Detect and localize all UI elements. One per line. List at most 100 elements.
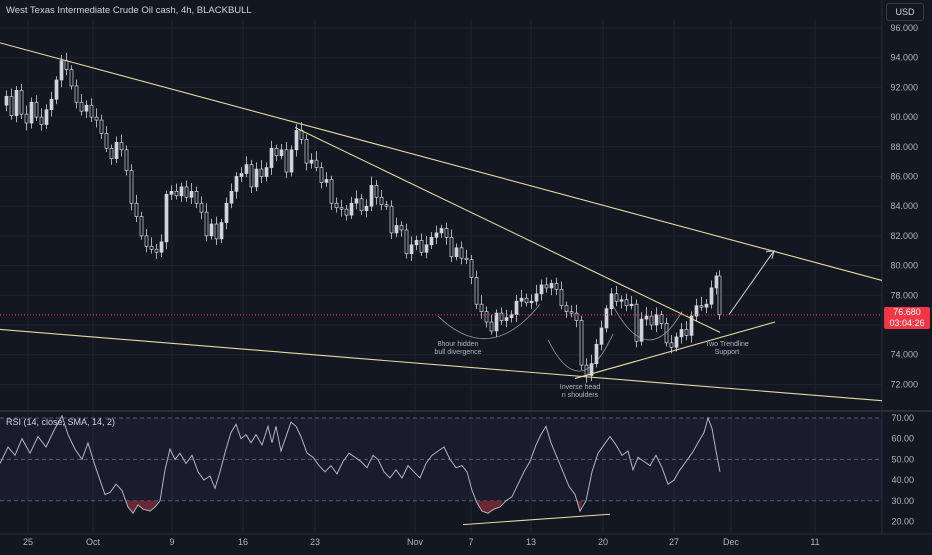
x-tick-label: Dec (723, 537, 740, 547)
candle-body (334, 202, 339, 209)
candle-body (479, 303, 484, 312)
candle-body (609, 293, 614, 310)
candle-body (524, 297, 529, 304)
candle-body (389, 205, 394, 234)
candle-body (689, 315, 694, 336)
candle-body (484, 311, 489, 323)
candle-body (194, 191, 199, 204)
rsi-indicator-title[interactable]: RSI (14, close, SMA, 14, 2) (6, 417, 116, 427)
rsi-oversold-fill (577, 500, 583, 512)
annotation-text: 8hour hidden (438, 341, 479, 348)
candle-body (504, 317, 509, 321)
candle-body (94, 116, 99, 121)
y-tick-label: 92.000 (890, 82, 918, 92)
x-tick-label: 20 (598, 537, 608, 547)
candle-body (219, 222, 224, 240)
candle-body (174, 191, 179, 197)
candle-body (44, 109, 49, 125)
candle-body (14, 90, 19, 116)
rsi-oversold-fill (125, 500, 158, 514)
candle-body (604, 308, 609, 329)
candle-body (399, 225, 404, 231)
candle-body (489, 321, 494, 332)
rsi-y-tick-label: 20.00 (891, 517, 914, 527)
y-tick-label: 78.000 (890, 290, 918, 300)
candle-body (339, 207, 344, 210)
candle-body (309, 159, 314, 164)
candle-body (659, 314, 664, 324)
last-price-value: 76.680 (893, 306, 921, 317)
candle-body (269, 147, 274, 168)
candle-body (254, 168, 259, 188)
candle-body (224, 202, 229, 223)
candle-body (34, 101, 39, 118)
annotation-text: Two Trendline (705, 341, 749, 348)
candle-body (239, 173, 244, 177)
candle-body (499, 312, 504, 321)
candle-body (59, 60, 64, 81)
candle-body (39, 116, 44, 125)
annotation-text: Inverse head (560, 384, 601, 391)
candle-body (429, 237, 434, 246)
trendline (0, 328, 883, 402)
candles-group (4, 52, 722, 383)
x-tick-label: 25 (23, 537, 33, 547)
candle-body (74, 85, 79, 103)
candle-body (434, 232, 439, 238)
rsi-oversold-fill (474, 500, 503, 514)
currency-button[interactable]: USD (886, 3, 924, 21)
x-tick-label: Nov (407, 537, 424, 547)
candle-body (159, 241, 164, 253)
candle-body (654, 314, 659, 326)
chart-title: West Texas Intermediate Crude Oil cash, … (6, 5, 252, 16)
arrow-head (765, 250, 775, 259)
projection-arrow (728, 250, 775, 315)
candle-body (124, 149, 129, 171)
candle-body (694, 305, 699, 317)
candle-body (134, 202, 139, 217)
y-tick-label: 82.000 (890, 231, 918, 241)
y-tick-label: 86.000 (890, 172, 918, 182)
candle-body (4, 95, 9, 106)
candle-body (244, 164, 249, 174)
candle-body (104, 133, 109, 149)
candle-body (669, 342, 674, 348)
candle-body (459, 247, 464, 259)
candle-body (644, 315, 649, 320)
rsi-y-tick-label: 50.00 (891, 454, 914, 464)
candle-body (419, 240, 424, 253)
candle-body (19, 90, 24, 115)
y-tick-label: 96.000 (890, 23, 918, 33)
candle-body (139, 216, 144, 237)
pattern-arc (547, 333, 614, 372)
candle-body (374, 185, 379, 198)
last-price-tag: 76.680 03:04:26 (884, 306, 930, 329)
candle-body (299, 130, 304, 140)
candle-body (204, 211, 209, 237)
y-tick-label: 88.000 (890, 142, 918, 152)
candle-body (409, 244, 414, 255)
trendline (574, 321, 776, 379)
candle-body (544, 284, 549, 289)
candle-body (169, 191, 174, 195)
candle-body (234, 176, 239, 192)
candle-body (109, 147, 114, 160)
annotation-text: bull divergence (434, 349, 481, 356)
candle-body (349, 202, 354, 216)
candle-body (717, 275, 722, 315)
y-tick-label: 74.000 (890, 350, 918, 360)
trendline (0, 42, 883, 281)
candle-body (89, 104, 94, 118)
bar-countdown: 03:04:26 (889, 317, 925, 328)
candle-body (364, 205, 369, 212)
candle-body (359, 198, 364, 212)
candle-body (469, 259, 474, 278)
candle-body (164, 193, 169, 243)
candle-body (264, 167, 269, 177)
annotation-text: n shoulders (562, 392, 599, 399)
candle-body (554, 283, 559, 290)
candle-body (199, 202, 204, 213)
x-tick-label: 27 (669, 537, 679, 547)
